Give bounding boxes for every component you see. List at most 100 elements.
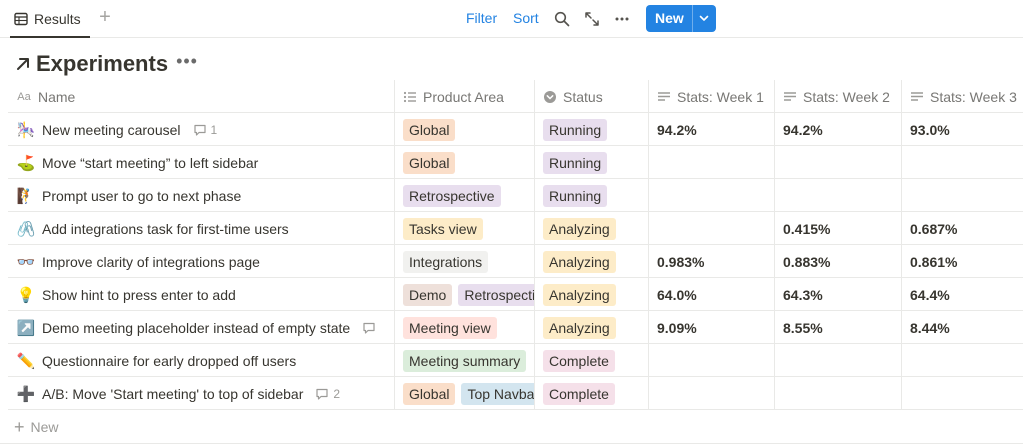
new-button-label: New — [655, 10, 684, 26]
status-cell[interactable]: Running — [534, 146, 648, 179]
name-cell[interactable]: 👓 Improve clarity of integrations page — [8, 245, 394, 278]
product-area-cell[interactable]: Global Top Navbar — [394, 377, 534, 410]
stats-week1-cell[interactable]: 9.09% — [648, 311, 774, 344]
row-title[interactable]: ↗️ Demo meeting placeholder instead of em… — [16, 319, 380, 337]
stats-week3-cell[interactable]: 0.861% — [901, 245, 1023, 278]
status-cell[interactable]: Analyzing — [534, 245, 648, 278]
table-row[interactable]: 👓 Improve clarity of integrations page Int… — [8, 245, 1023, 278]
chevron-down-icon[interactable] — [697, 11, 711, 25]
table-row[interactable]: ⛳ Move “start meeting” to left sidebar Glo… — [8, 146, 1023, 179]
stats-week2-cell[interactable]: 94.2% — [774, 113, 901, 146]
stats-week3-cell[interactable] — [901, 377, 1023, 410]
product-area-cell[interactable]: Integrations — [394, 245, 534, 278]
name-cell[interactable]: 🎠 New meeting carousel 1 — [8, 113, 394, 146]
status-cell[interactable]: Running — [534, 179, 648, 212]
table-row[interactable]: 🖇️ Add integrations task for first-time u… — [8, 212, 1023, 245]
stat-value: 0.983% — [657, 253, 705, 270]
row-title[interactable]: 🎠 New meeting carousel 1 — [16, 121, 218, 139]
table-row[interactable]: 💡 Show hint to press enter to add Demo Retr… — [8, 278, 1023, 311]
stats-week3-cell[interactable] — [901, 344, 1023, 377]
stats-week3-cell[interactable]: 0.687% — [901, 212, 1023, 245]
table-row[interactable]: 🧗 Prompt user to go to next phase Retrospe… — [8, 179, 1023, 212]
stats-week1-cell[interactable] — [648, 212, 774, 245]
status-cell[interactable]: Complete — [534, 344, 648, 377]
stats-week2-cell[interactable]: 8.55% — [774, 311, 901, 344]
row-title[interactable]: 🖇️ Add integrations task for first-time u… — [16, 220, 289, 238]
new-button[interactable]: New — [646, 5, 716, 32]
stats-week1-cell[interactable] — [648, 146, 774, 179]
table-row[interactable]: ↗️ Demo meeting placeholder instead of em… — [8, 311, 1023, 344]
status-cell[interactable]: Analyzing — [534, 212, 648, 245]
stats-week1-cell[interactable]: 64.0% — [648, 278, 774, 311]
table-row[interactable]: ➕ A/B: Move 'Start meeting' to top of sid… — [8, 377, 1023, 410]
status-cell[interactable]: Analyzing — [534, 311, 648, 344]
row-title[interactable]: 💡 Show hint to press enter to add — [16, 286, 236, 304]
table-row[interactable]: ✏️ Questionnaire for early dropped off us… — [8, 344, 1023, 377]
name-cell[interactable]: ⛳ Move “start meeting” to left sidebar — [8, 146, 394, 179]
stats-week3-cell[interactable] — [901, 146, 1023, 179]
search-icon[interactable] — [552, 9, 572, 29]
column-header-name[interactable]: Aa Name — [8, 80, 394, 113]
row-title[interactable]: 👓 Improve clarity of integrations page — [16, 253, 260, 271]
column-header-status[interactable]: Status — [534, 80, 648, 113]
stats-week2-cell[interactable] — [774, 377, 901, 410]
stats-week2-cell[interactable]: 0.415% — [774, 212, 901, 245]
row-title[interactable]: ⛳ Move “start meeting” to left sidebar — [16, 154, 259, 172]
stats-week2-cell[interactable]: 0.883% — [774, 245, 901, 278]
column-header-product-area[interactable]: Product Area — [394, 80, 534, 113]
stats-week2-cell[interactable]: 64.3% — [774, 278, 901, 311]
row-title[interactable]: ➕ A/B: Move 'Start meeting' to top of sid… — [16, 385, 340, 403]
column-header-week3[interactable]: Stats: Week 3 — [901, 80, 1023, 113]
name-cell[interactable]: 🧗 Prompt user to go to next phase — [8, 179, 394, 212]
name-cell[interactable]: ↗️ Demo meeting placeholder instead of em… — [8, 311, 394, 344]
stats-week1-cell[interactable] — [648, 344, 774, 377]
name-cell[interactable]: 💡 Show hint to press enter to add — [8, 278, 394, 311]
add-view-button[interactable]: + — [99, 6, 111, 28]
product-area-cell[interactable]: Retrospective — [394, 179, 534, 212]
row-title[interactable]: ✏️ Questionnaire for early dropped off us… — [16, 352, 297, 370]
add-new-row-button[interactable]: + New — [14, 413, 59, 441]
comment-count[interactable] — [362, 321, 380, 335]
stats-week1-cell[interactable] — [648, 179, 774, 212]
table-row[interactable]: 🎠 New meeting carousel 1 Global Running 94.2%… — [8, 113, 1023, 146]
product-area-cell[interactable]: Meeting view — [394, 311, 534, 344]
stats-week2-cell[interactable] — [774, 146, 901, 179]
name-cell[interactable]: ➕ A/B: Move 'Start meeting' to top of sid… — [8, 377, 394, 410]
stats-week2-cell[interactable] — [774, 344, 901, 377]
status-cell[interactable]: Complete — [534, 377, 648, 410]
product-area-cell[interactable]: Global — [394, 146, 534, 179]
name-cell[interactable]: ✏️ Questionnaire for early dropped off us… — [8, 344, 394, 377]
comment-count[interactable]: 1 — [193, 123, 217, 137]
tab-results[interactable]: Results — [14, 0, 81, 38]
database-title-row: Experiments ••• — [14, 48, 198, 80]
stats-week1-cell[interactable]: 0.983% — [648, 245, 774, 278]
product-area-cell[interactable]: Meeting summary — [394, 344, 534, 377]
expand-icon[interactable] — [582, 9, 602, 29]
more-options-icon[interactable] — [612, 9, 632, 29]
stats-week3-cell[interactable] — [901, 179, 1023, 212]
product-area-cell[interactable]: DemoRetrospective — [394, 278, 534, 311]
status-cell[interactable]: Running — [534, 113, 648, 146]
row-title[interactable]: 🧗 Prompt user to go to next phase — [16, 187, 242, 205]
stats-week3-cell[interactable]: 64.4% — [901, 278, 1023, 311]
column-header-week1[interactable]: Stats: Week 1 — [648, 80, 774, 113]
stats-week3-cell[interactable]: 93.0% — [901, 113, 1023, 146]
column-header-week1-label: Stats: Week 1 — [677, 88, 764, 105]
column-header-week2-label: Stats: Week 2 — [803, 88, 890, 105]
filter-button[interactable]: Filter — [466, 10, 498, 26]
table-bottom-divider — [0, 443, 1023, 444]
name-cell[interactable]: 🖇️ Add integrations task for first-time u… — [8, 212, 394, 245]
sort-button[interactable]: Sort — [513, 10, 539, 26]
stats-week1-cell[interactable]: 94.2% — [648, 113, 774, 146]
page-title[interactable]: Experiments — [36, 51, 169, 76]
stats-week2-cell[interactable] — [774, 179, 901, 212]
stats-week1-cell[interactable] — [648, 377, 774, 410]
status-cell[interactable]: Analyzing — [534, 278, 648, 311]
comment-icon — [363, 322, 375, 334]
comment-count[interactable]: 2 — [315, 387, 340, 401]
product-area-cell[interactable]: Tasks view — [394, 212, 534, 245]
product-area-cell[interactable]: Global — [394, 113, 534, 146]
title-more-icon[interactable]: ••• — [176, 50, 198, 71]
column-header-week2[interactable]: Stats: Week 2 — [774, 80, 901, 113]
stats-week3-cell[interactable]: 8.44% — [901, 311, 1023, 344]
